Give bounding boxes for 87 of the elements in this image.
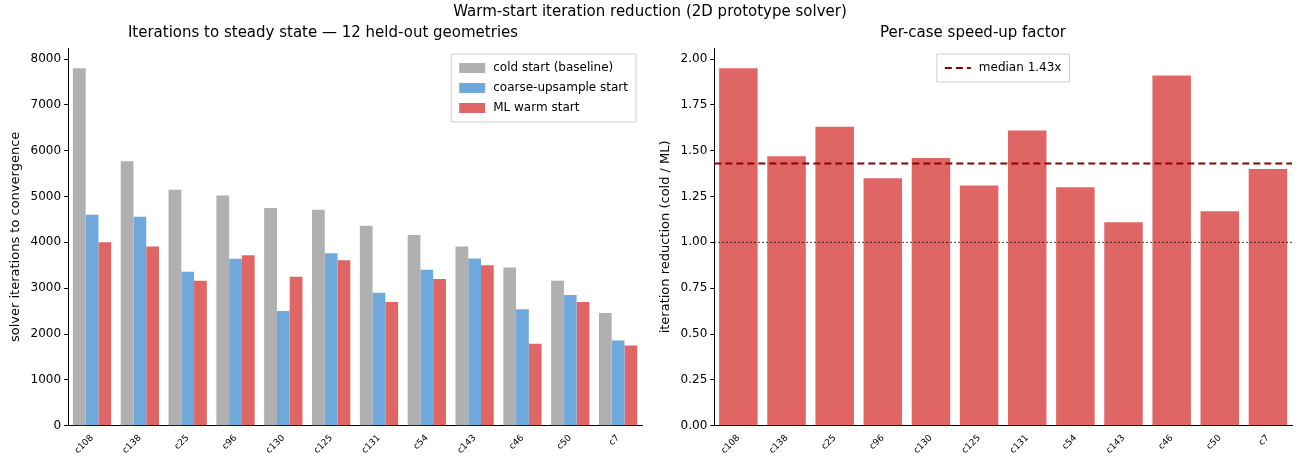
bar [1007, 130, 1047, 426]
x-tick-label: c25 [172, 432, 191, 452]
bar [168, 189, 182, 426]
y-tick-label: 0.50 [680, 326, 708, 341]
bar [216, 195, 230, 426]
bar [1200, 211, 1240, 426]
bar [407, 235, 421, 426]
bar [576, 301, 590, 426]
bar [359, 225, 373, 426]
y-tick-label: 1.50 [680, 142, 708, 157]
y-tick-label: 3000 [30, 280, 62, 295]
text: Warm-start iteration reduction (2D prototype solver) [452, 2, 848, 20]
bar [1056, 187, 1095, 426]
bar [229, 258, 242, 426]
bar [85, 214, 99, 426]
bar [385, 301, 399, 426]
bar [1104, 222, 1143, 426]
bar [624, 345, 638, 426]
chart-title: Per-case speed-up factor [879, 22, 1067, 41]
y-tick-label: 1.25 [680, 188, 708, 203]
bar [433, 279, 446, 426]
y-tick-label: 6000 [30, 142, 62, 157]
y-tick-label: 4000 [30, 234, 62, 249]
y-axis-title: solver iterations to convergence [7, 131, 23, 343]
bar [289, 276, 303, 426]
bar [72, 68, 86, 426]
bar [372, 292, 386, 426]
bar [959, 185, 999, 426]
x-tick-label: c54 [411, 432, 431, 452]
bar [194, 280, 207, 426]
y-tick-label: 1.75 [680, 96, 708, 111]
bar [767, 156, 806, 426]
bar [863, 178, 903, 426]
bar [420, 269, 434, 426]
bar [133, 216, 147, 426]
x-tick-label: c46 [1156, 432, 1175, 452]
bar [503, 267, 517, 426]
x-tick-label: c54 [1059, 432, 1079, 452]
bar [241, 255, 255, 426]
bar [120, 161, 134, 426]
bar [468, 258, 481, 426]
bar [719, 68, 758, 426]
y-axis-title: iteration reduction (cold / ML) [657, 140, 673, 334]
y-tick-label: 0.25 [680, 372, 708, 386]
x-tick-label: c25 [819, 432, 838, 452]
bar [551, 280, 564, 426]
bar [276, 311, 290, 426]
x-tick-label: c7 [1256, 432, 1271, 448]
y-tick-label: 2000 [30, 326, 62, 341]
y-tick-label: 1.00 [680, 234, 708, 249]
bar [337, 260, 351, 426]
bar [181, 271, 195, 426]
bar [98, 242, 112, 426]
bar [563, 295, 577, 426]
y-tick-label: 1000 [30, 372, 62, 386]
bar [611, 340, 625, 426]
y-tick-label: 0 [53, 417, 62, 432]
x-tick-label: c96 [867, 432, 887, 452]
bar [312, 209, 325, 426]
legend-label: ML warm start [493, 100, 580, 115]
bar [264, 207, 277, 426]
y-tick-label: 5000 [30, 188, 62, 203]
x-tick-label: c50 [554, 432, 574, 452]
bar [481, 265, 494, 426]
bar [1248, 169, 1288, 426]
bar [324, 253, 338, 426]
legend-label: coarse-upsample start [493, 80, 629, 95]
bar [528, 343, 542, 426]
bar [146, 246, 159, 426]
bar [598, 312, 612, 426]
y-tick-label: 0.75 [680, 280, 708, 295]
bar [911, 158, 951, 426]
legend-label: median 1.43x [978, 60, 1062, 75]
y-tick-label: 8000 [30, 51, 62, 66]
chart-title: Iterations to steady state — 12 held-out geometries [127, 22, 519, 41]
y-tick-label: 7000 [30, 96, 62, 111]
bar [1152, 75, 1191, 426]
legend-label: cold start (baseline) [493, 60, 614, 75]
x-tick-label: c50 [1204, 432, 1224, 452]
x-tick-label: c46 [506, 432, 526, 452]
bar [516, 309, 529, 426]
bar [815, 126, 854, 426]
y-tick-label: 0.00 [680, 417, 708, 432]
y-tick-label: 2.00 [680, 51, 708, 66]
bar [455, 246, 469, 426]
x-tick-label: c96 [219, 432, 239, 452]
x-tick-label: c7 [606, 432, 622, 448]
